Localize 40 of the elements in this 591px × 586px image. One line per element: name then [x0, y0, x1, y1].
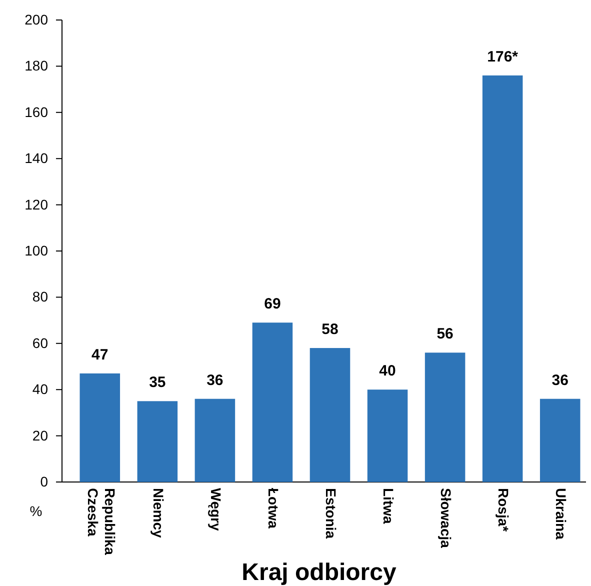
bar — [252, 322, 293, 482]
x-tick-label: Rosja* — [496, 488, 512, 532]
x-tick-label: Ukraina — [553, 488, 570, 540]
data-label: 40 — [379, 362, 396, 380]
x-tick-label: Litwa — [380, 488, 397, 524]
bar — [310, 348, 350, 482]
y-tick-label: 20 — [32, 427, 48, 444]
y-tick-label: 80 — [32, 288, 48, 305]
data-label: 176* — [487, 48, 518, 66]
bar — [367, 390, 408, 482]
y-axis-title: % — [30, 503, 42, 519]
x-tick-label: Republika Czeska — [85, 488, 118, 556]
bar — [137, 401, 178, 482]
x-tick-label: Estonia — [323, 488, 340, 539]
bar — [540, 398, 580, 482]
data-label: 36 — [206, 372, 224, 389]
bar — [80, 373, 120, 482]
x-axis-title: Kraj odbiorcy — [242, 559, 397, 586]
data-label: 69 — [264, 296, 281, 313]
x-tick-label: Słowacja — [438, 488, 454, 548]
y-tick-label: 100 — [24, 242, 48, 258]
x-tick-label: Łotwa — [266, 488, 282, 529]
y-tick-label: 200 — [24, 11, 48, 28]
bar — [424, 352, 466, 482]
y-tick-label: 140 — [24, 150, 48, 166]
y-tick-label: 60 — [32, 334, 48, 351]
x-tick-label: Węgry — [208, 488, 224, 531]
y-tick-label: 180 — [24, 58, 48, 74]
bar — [482, 75, 523, 482]
data-label: 36 — [552, 372, 568, 389]
data-label: 35 — [149, 374, 166, 392]
x-tick-label: Niemcy — [150, 488, 167, 538]
y-tick-label: 120 — [24, 196, 48, 212]
y-tick-label: 160 — [24, 104, 48, 120]
data-label: 56 — [436, 326, 454, 343]
bar — [194, 398, 236, 482]
data-label: 47 — [92, 346, 108, 364]
data-label: 58 — [322, 321, 338, 338]
y-tick-label: 40 — [32, 381, 48, 398]
y-tick-label: 0 — [40, 473, 48, 490]
